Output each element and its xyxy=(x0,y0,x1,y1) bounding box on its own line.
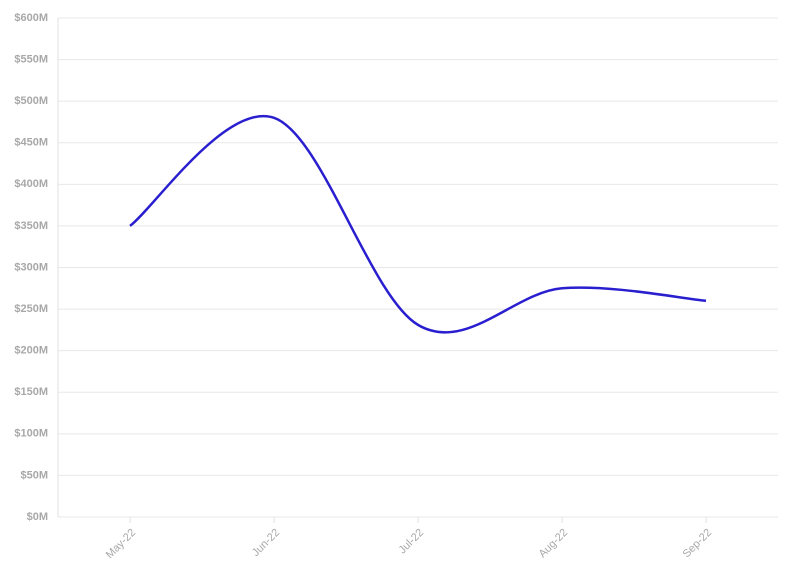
y-tick-label: $100M xyxy=(14,428,48,440)
x-tick-label: May-22 xyxy=(104,527,138,561)
x-tick-label: Sep-22 xyxy=(681,527,715,561)
y-tick-label: $550M xyxy=(14,53,48,65)
y-tick-label: $350M xyxy=(14,220,48,232)
y-tick-label: $150M xyxy=(14,386,48,398)
y-tick-label: $50M xyxy=(20,469,48,481)
y-tick-label: $450M xyxy=(14,137,48,149)
y-tick-label: $400M xyxy=(14,178,48,190)
y-tick-label: $200M xyxy=(14,345,48,357)
y-tick-label: $500M xyxy=(14,95,48,107)
y-tick-label: $600M xyxy=(14,12,48,24)
y-tick-label: $300M xyxy=(14,261,48,273)
y-tick-label: $250M xyxy=(14,303,48,315)
line xyxy=(129,114,707,334)
x-tick-label: Aug-22 xyxy=(537,527,571,561)
x-tick-label: Jul-22 xyxy=(396,527,426,557)
x-tick-label: Jun-22 xyxy=(250,527,282,559)
y-tick-label: $0M xyxy=(27,511,48,523)
